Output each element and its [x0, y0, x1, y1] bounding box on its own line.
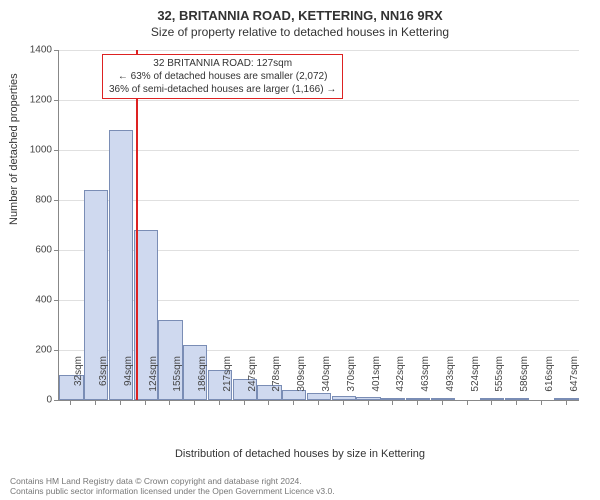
ytick-mark: [54, 150, 59, 151]
xtick-label: 463sqm: [420, 356, 431, 406]
annotation-box: 32 BRITANNIA ROAD: 127sqm ← 63% of detac…: [102, 54, 343, 99]
ytick-label: 1400: [12, 45, 52, 56]
xtick-label: 124sqm: [148, 356, 159, 406]
chart-subtitle: Size of property relative to detached ho…: [0, 23, 600, 39]
xtick-mark: [417, 400, 418, 405]
chart-title: 32, BRITANNIA ROAD, KETTERING, NN16 9RX: [0, 0, 600, 23]
annotation-line2: ← 63% of detached houses are smaller (2,…: [109, 70, 336, 83]
xtick-label: 370sqm: [346, 356, 357, 406]
xtick-label: 247sqm: [247, 356, 258, 406]
xtick-mark: [392, 400, 393, 405]
xtick-mark: [467, 400, 468, 405]
ytick-label: 600: [12, 245, 52, 256]
xtick-label: 278sqm: [271, 356, 282, 406]
ytick-label: 400: [12, 295, 52, 306]
xtick-label: 647sqm: [569, 356, 580, 406]
xtick-mark: [219, 400, 220, 405]
xtick-mark: [120, 400, 121, 405]
ytick-label: 1000: [12, 145, 52, 156]
annotation-line1: 32 BRITANNIA ROAD: 127sqm: [109, 57, 336, 70]
xtick-label: 493sqm: [445, 356, 456, 406]
ytick-label: 0: [12, 395, 52, 406]
xtick-label: 155sqm: [172, 356, 183, 406]
xtick-label: 401sqm: [371, 356, 382, 406]
xtick-mark: [194, 400, 195, 405]
xtick-label: 309sqm: [296, 356, 307, 406]
xtick-label: 94sqm: [123, 356, 134, 406]
xtick-label: 524sqm: [470, 356, 481, 406]
xtick-mark: [244, 400, 245, 405]
xtick-mark: [268, 400, 269, 405]
ytick-label: 1200: [12, 95, 52, 106]
xtick-label: 217sqm: [222, 356, 233, 406]
ytick-mark: [54, 350, 59, 351]
xtick-label: 586sqm: [519, 356, 530, 406]
ytick-mark: [54, 50, 59, 51]
xtick-mark: [169, 400, 170, 405]
xtick-mark: [293, 400, 294, 405]
marker-line: [136, 50, 138, 400]
xtick-label: 340sqm: [321, 356, 332, 406]
xtick-mark: [70, 400, 71, 405]
xtick-mark: [343, 400, 344, 405]
footer-line2: Contains public sector information licen…: [10, 486, 335, 496]
footer: Contains HM Land Registry data © Crown c…: [10, 476, 335, 496]
ytick-mark: [54, 400, 59, 401]
annotation-line3: 36% of semi-detached houses are larger (…: [109, 83, 336, 96]
footer-line1: Contains HM Land Registry data © Crown c…: [10, 476, 335, 486]
xtick-label: 616sqm: [544, 356, 555, 406]
chart-area: 32 BRITANNIA ROAD: 127sqm ← 63% of detac…: [58, 50, 578, 400]
xtick-mark: [442, 400, 443, 405]
plot-region: [58, 50, 579, 401]
chart-container: 32, BRITANNIA ROAD, KETTERING, NN16 9RX …: [0, 0, 600, 500]
ytick-mark: [54, 250, 59, 251]
ytick-label: 800: [12, 195, 52, 206]
xtick-mark: [491, 400, 492, 405]
xtick-mark: [368, 400, 369, 405]
ytick-label: 200: [12, 345, 52, 356]
xtick-label: 432sqm: [395, 356, 406, 406]
xtick-mark: [145, 400, 146, 405]
ytick-mark: [54, 100, 59, 101]
ytick-mark: [54, 300, 59, 301]
xtick-mark: [516, 400, 517, 405]
x-axis-label: Distribution of detached houses by size …: [0, 448, 600, 460]
xtick-mark: [541, 400, 542, 405]
xtick-mark: [95, 400, 96, 405]
ytick-mark: [54, 200, 59, 201]
xtick-label: 63sqm: [98, 356, 109, 406]
xtick-label: 32sqm: [73, 356, 84, 406]
xtick-mark: [318, 400, 319, 405]
xtick-mark: [566, 400, 567, 405]
xtick-label: 555sqm: [494, 356, 505, 406]
xtick-label: 186sqm: [197, 356, 208, 406]
